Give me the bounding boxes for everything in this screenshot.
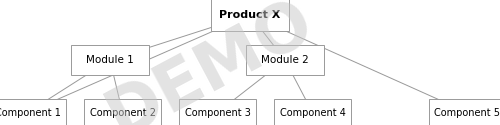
FancyBboxPatch shape [211,0,289,31]
FancyBboxPatch shape [246,45,324,75]
Text: DEMO: DEMO [96,0,324,125]
Text: Component 5: Component 5 [434,108,500,118]
Text: Component 4: Component 4 [280,108,345,118]
Text: Module 2: Module 2 [261,55,309,65]
FancyBboxPatch shape [72,45,149,75]
FancyBboxPatch shape [179,99,256,125]
Text: Component 1: Component 1 [0,108,60,118]
FancyBboxPatch shape [274,99,351,125]
Text: Component 3: Component 3 [184,108,250,118]
Text: Component 2: Component 2 [90,108,156,118]
Text: Module 1: Module 1 [86,55,134,65]
FancyBboxPatch shape [0,99,66,125]
FancyBboxPatch shape [429,99,500,125]
FancyBboxPatch shape [84,99,161,125]
Text: Product X: Product X [220,10,280,20]
